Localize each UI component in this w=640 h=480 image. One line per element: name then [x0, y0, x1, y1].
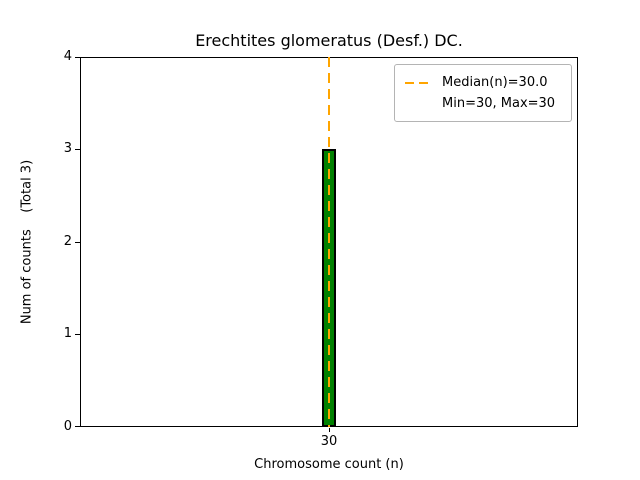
legend: Median(n)=30.0 Min=30, Max=30: [394, 64, 572, 122]
chart-title: Erechtites glomeratus (Desf.) DC.: [195, 31, 463, 50]
y-tick-mark: [75, 334, 80, 335]
y-tick-mark: [75, 426, 80, 427]
y-tick-label: 4: [63, 49, 72, 64]
legend-label-median: Median(n)=30.0: [442, 75, 548, 90]
y-tick-label: 0: [63, 419, 72, 434]
y-tick-label: 1: [63, 326, 72, 341]
y-axis-label: Num of counts (Total 3): [19, 159, 35, 325]
x-tick-mark: [329, 428, 330, 432]
y-tick-mark: [75, 242, 80, 243]
median-line: [328, 57, 330, 427]
y-tick-mark: [75, 149, 80, 150]
legend-label-minmax: Min=30, Max=30: [442, 96, 556, 111]
legend-entry-median: Median(n)=30.0: [405, 72, 561, 93]
y-tick-label: 3: [63, 141, 72, 156]
median-dashed-line-icon: [405, 81, 433, 84]
x-tick-label: 30: [320, 434, 338, 449]
legend-entry-minmax: Min=30, Max=30: [405, 93, 561, 114]
legend-spacer: [405, 103, 433, 105]
x-axis-label: Chromosome count (n): [254, 457, 404, 472]
y-tick-mark: [75, 57, 80, 58]
y-tick-label: 2: [63, 234, 72, 249]
